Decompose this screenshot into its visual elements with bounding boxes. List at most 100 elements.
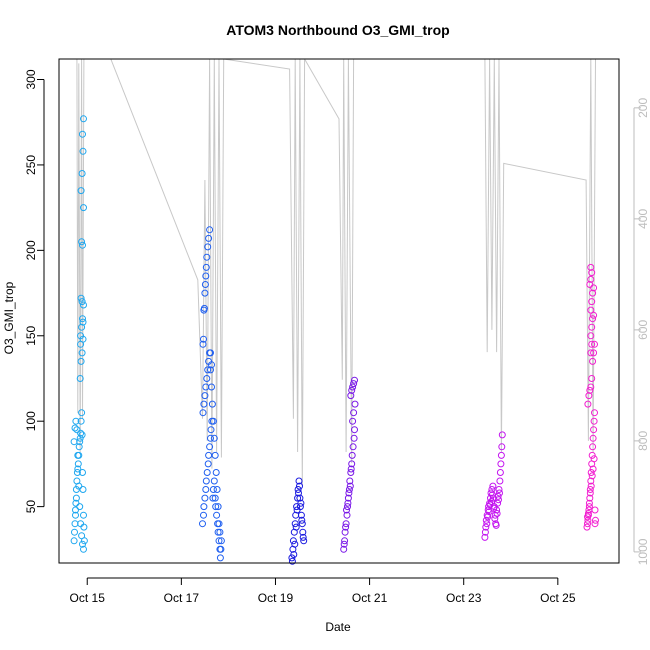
data-point xyxy=(76,503,84,511)
right-tick-label: 600 xyxy=(636,320,650,340)
data-point xyxy=(78,298,86,306)
data-point xyxy=(77,332,85,340)
data-point xyxy=(201,281,209,288)
data-point xyxy=(80,115,87,123)
x-tick-label: Oct 17 xyxy=(164,591,200,605)
data-point xyxy=(201,289,209,297)
data-point xyxy=(295,477,303,485)
data-point xyxy=(489,482,497,490)
y-axis-label: O3_GMI_trop xyxy=(2,281,16,354)
y-tick-label: 300 xyxy=(24,69,38,89)
data-point xyxy=(350,409,358,417)
x-axis: Oct 15 Oct 17 Oct 19 Oct 21 Oct 23 Oct 25 xyxy=(70,577,576,605)
x-tick-label: Oct 21 xyxy=(352,591,388,605)
x-tick-label: Oct 23 xyxy=(446,591,482,605)
data-point xyxy=(208,361,215,369)
data-point xyxy=(584,520,591,528)
data-point xyxy=(77,187,85,195)
data-point xyxy=(587,349,595,357)
data-point xyxy=(208,400,216,408)
data-point xyxy=(348,451,356,459)
data-point xyxy=(70,537,78,545)
data-points xyxy=(70,115,599,565)
data-point xyxy=(347,465,355,473)
data-point xyxy=(211,451,219,459)
x-axis-label: Date xyxy=(325,620,351,634)
data-point xyxy=(199,409,207,417)
data-point xyxy=(490,504,498,512)
data-point xyxy=(586,386,594,394)
data-point xyxy=(77,520,85,528)
x-tick-label: Oct 19 xyxy=(258,591,294,605)
data-point xyxy=(201,392,209,400)
data-point xyxy=(351,376,358,384)
data-point xyxy=(491,511,499,519)
data-point xyxy=(72,506,79,514)
data-point xyxy=(340,545,348,553)
data-point xyxy=(349,443,357,451)
data-point xyxy=(349,417,357,425)
data-point xyxy=(589,465,597,473)
data-point xyxy=(210,434,218,442)
data-point xyxy=(584,510,592,517)
data-point xyxy=(209,494,217,502)
data-point xyxy=(212,503,220,511)
data-point xyxy=(483,520,491,528)
data-point xyxy=(344,499,352,507)
data-point xyxy=(588,472,596,480)
data-point xyxy=(488,491,496,499)
data-point xyxy=(200,335,207,343)
data-point xyxy=(590,417,598,425)
data-point xyxy=(206,443,214,451)
data-point xyxy=(202,477,210,485)
data-point xyxy=(72,511,79,519)
data-point xyxy=(78,431,86,439)
data-point xyxy=(348,460,356,468)
data-point xyxy=(211,494,219,502)
data-point xyxy=(585,503,593,511)
data-point xyxy=(487,494,494,502)
data-point xyxy=(199,520,206,528)
data-point xyxy=(590,349,598,357)
data-point xyxy=(205,451,213,459)
data-point xyxy=(588,323,596,331)
data-point xyxy=(498,431,506,439)
data-point xyxy=(496,477,504,485)
data-point xyxy=(210,477,218,485)
right-y-axis: 200 400 600 800 1000 xyxy=(633,98,650,565)
data-point xyxy=(77,340,85,348)
data-point xyxy=(590,455,598,463)
data-point xyxy=(584,513,591,521)
data-point xyxy=(291,540,299,548)
y-tick-label: 200 xyxy=(24,240,38,260)
data-point xyxy=(591,409,598,417)
data-point xyxy=(213,511,221,519)
data-point xyxy=(488,498,495,505)
data-point xyxy=(293,503,301,511)
data-point xyxy=(75,482,83,490)
data-point xyxy=(591,506,599,514)
data-point xyxy=(78,323,86,331)
data-point xyxy=(79,315,86,323)
data-point xyxy=(589,443,597,451)
y-tick-label: 150 xyxy=(24,325,38,345)
data-point xyxy=(203,253,211,261)
data-point xyxy=(482,516,490,524)
data-point xyxy=(294,494,302,502)
data-point xyxy=(297,511,305,519)
data-point xyxy=(203,469,211,476)
data-point xyxy=(348,386,356,394)
data-point xyxy=(209,486,217,493)
data-point xyxy=(587,482,595,490)
data-point xyxy=(79,486,87,493)
altitude-profile-polyline xyxy=(76,59,596,486)
data-point xyxy=(588,375,596,382)
data-point xyxy=(72,494,80,502)
data-point xyxy=(78,532,86,540)
data-point xyxy=(586,489,594,497)
data-point xyxy=(70,438,78,446)
data-point xyxy=(72,417,80,425)
data-point xyxy=(496,469,504,476)
data-point xyxy=(346,477,354,485)
